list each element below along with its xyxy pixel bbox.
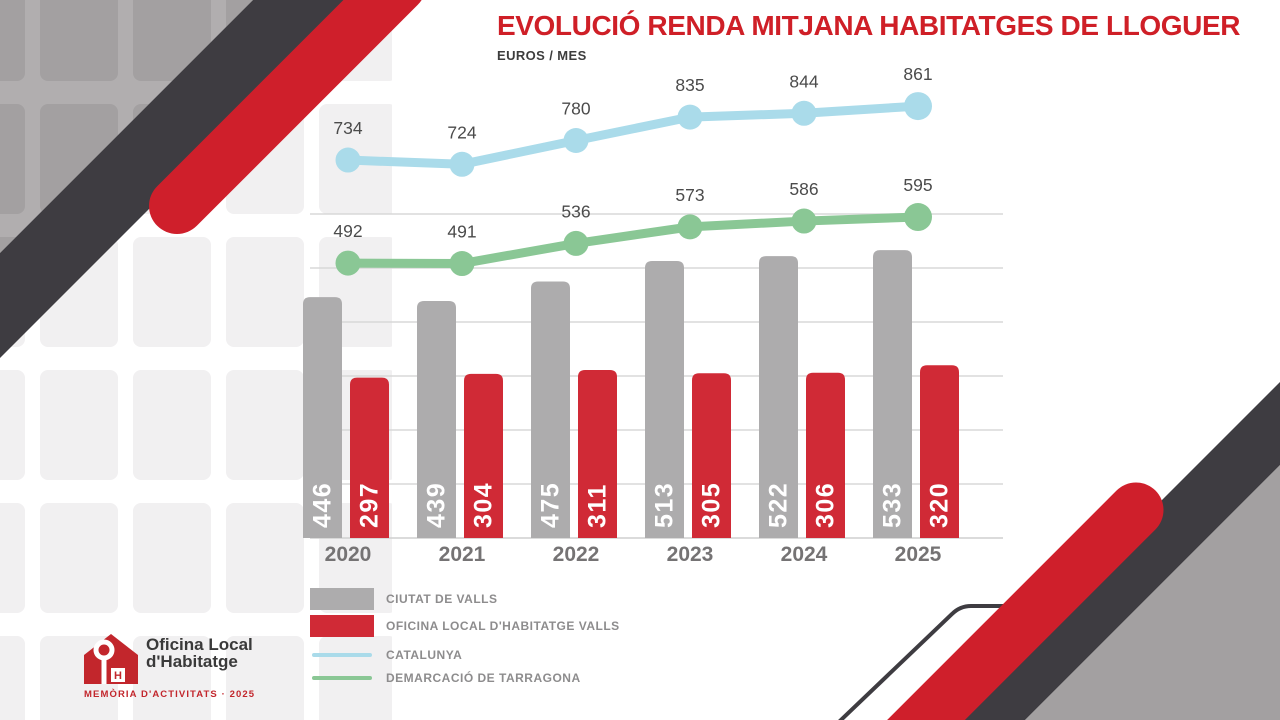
line-value-label: 724 bbox=[447, 122, 476, 142]
bar bbox=[920, 365, 959, 538]
corner-outline-stripe bbox=[838, 604, 1040, 720]
line-value-label: 491 bbox=[447, 222, 476, 242]
bar bbox=[417, 300, 456, 538]
line-marker bbox=[335, 147, 361, 173]
line-value-label: 492 bbox=[333, 221, 362, 241]
bar bbox=[303, 297, 342, 538]
bar-value-label: 305 bbox=[698, 482, 726, 528]
bar-value-label: 320 bbox=[926, 482, 954, 528]
line-value-label: 573 bbox=[675, 185, 704, 205]
bar bbox=[645, 260, 684, 538]
line-value-label: 734 bbox=[333, 118, 362, 138]
line-value-label: 595 bbox=[903, 175, 932, 195]
legend-label: CIUTAT DE VALLS bbox=[386, 592, 498, 606]
legend-item: CIUTAT DE VALLS bbox=[310, 588, 498, 610]
house-letter: H bbox=[114, 670, 122, 682]
x-axis-label: 2023 bbox=[667, 543, 714, 566]
bar-value-label: 533 bbox=[879, 482, 907, 528]
legend-item: CATALUNYA bbox=[310, 644, 462, 666]
title-block: EVOLUCIÓ RENDA MITJANA HABITATGES DE LLO… bbox=[497, 10, 1240, 63]
line-series: 734 724 780 835 844 861 bbox=[333, 64, 933, 177]
line-path bbox=[343, 212, 923, 269]
legend-line-sample bbox=[312, 653, 372, 657]
corner-top-left-red-band bbox=[149, 0, 422, 234]
bar bbox=[873, 250, 912, 538]
bar bbox=[578, 370, 617, 538]
bar-value-label: 475 bbox=[537, 482, 565, 528]
bar bbox=[464, 373, 503, 538]
line-value-label: 835 bbox=[675, 75, 704, 95]
line-value-label: 844 bbox=[789, 71, 818, 91]
legend-swatch-line bbox=[310, 667, 374, 689]
x-axis-labels: 2020 2021 2022 2023 2024 2025 bbox=[325, 543, 942, 566]
x-axis-label: 2025 bbox=[895, 543, 942, 566]
bar-value-label: 311 bbox=[584, 483, 612, 528]
x-axis-label: 2020 bbox=[325, 543, 372, 566]
line-value-label: 780 bbox=[561, 99, 590, 119]
house-key-icon: H bbox=[84, 634, 138, 684]
legend-label: DEMARCACIÓ DE TARRAGONA bbox=[386, 671, 581, 685]
page-subtitle: EUROS / MES bbox=[497, 48, 587, 63]
legend-swatch-bar bbox=[310, 588, 374, 610]
page-title: EVOLUCIÓ RENDA MITJANA HABITATGES DE LLO… bbox=[497, 10, 1241, 41]
legend-item: DEMARCACIÓ DE TARRAGONA bbox=[310, 667, 581, 689]
bar-value-label: 522 bbox=[765, 482, 793, 528]
line-series: 492 491 536 573 586 595 bbox=[333, 175, 933, 277]
line-marker bbox=[563, 230, 589, 256]
logo-line2: d'Habitatge bbox=[146, 652, 238, 671]
bar bbox=[692, 373, 731, 538]
legend-item: OFICINA LOCAL D'HABITATGE VALLS bbox=[310, 615, 620, 637]
corner-bottom-right-red-band bbox=[887, 482, 1164, 720]
bar-value-label: 304 bbox=[470, 482, 498, 528]
x-axis-label: 2022 bbox=[553, 543, 600, 566]
line-marker bbox=[677, 104, 703, 130]
x-axis-label: 2021 bbox=[439, 543, 486, 566]
bar-value-label: 446 bbox=[309, 482, 337, 528]
line-marker bbox=[791, 100, 817, 126]
line-marker bbox=[449, 151, 475, 177]
bar-value-label: 306 bbox=[812, 482, 840, 528]
line-marker bbox=[904, 203, 932, 232]
legend-swatch-bar bbox=[310, 615, 374, 637]
logo-text: Oficina Local d'Habitatge bbox=[146, 636, 253, 670]
line-marker bbox=[563, 128, 589, 153]
logo-tagline: MEMÒRIA D'ACTIVITATS · 2025 bbox=[84, 689, 256, 700]
legend-line-sample bbox=[312, 676, 372, 680]
legend-label: OFICINA LOCAL D'HABITATGE VALLS bbox=[386, 619, 620, 633]
bar bbox=[806, 372, 845, 538]
legend: CIUTAT DE VALLS OFICINA LOCAL D'HABITATGE… bbox=[310, 586, 710, 696]
line-marker bbox=[791, 208, 817, 234]
bar bbox=[350, 377, 389, 538]
bar-value-label: 297 bbox=[356, 482, 384, 528]
legend-label: CATALUNYA bbox=[386, 648, 463, 662]
line-marker bbox=[449, 251, 475, 277]
bar-value-label: 439 bbox=[423, 482, 451, 528]
x-axis-label: 2024 bbox=[781, 543, 828, 566]
line-marker bbox=[904, 92, 932, 121]
line-marker bbox=[335, 250, 361, 276]
logo-line1: Oficina Local bbox=[146, 635, 253, 654]
bar-value-label: 513 bbox=[651, 482, 679, 528]
line-path bbox=[343, 101, 923, 169]
bar bbox=[759, 256, 798, 538]
line-value-label: 536 bbox=[561, 201, 590, 221]
line-value-label: 586 bbox=[789, 179, 818, 199]
line-marker bbox=[677, 214, 703, 240]
legend-swatch-line bbox=[310, 644, 374, 666]
bar-series: 446 439 475 513 522 533 297 304 311 305 306 320 bbox=[303, 250, 959, 538]
line-value-label: 861 bbox=[903, 64, 932, 84]
logo: H Oficina Local d'Habitatge MEMÒRIA D'AC… bbox=[84, 634, 254, 700]
bar bbox=[531, 281, 570, 538]
